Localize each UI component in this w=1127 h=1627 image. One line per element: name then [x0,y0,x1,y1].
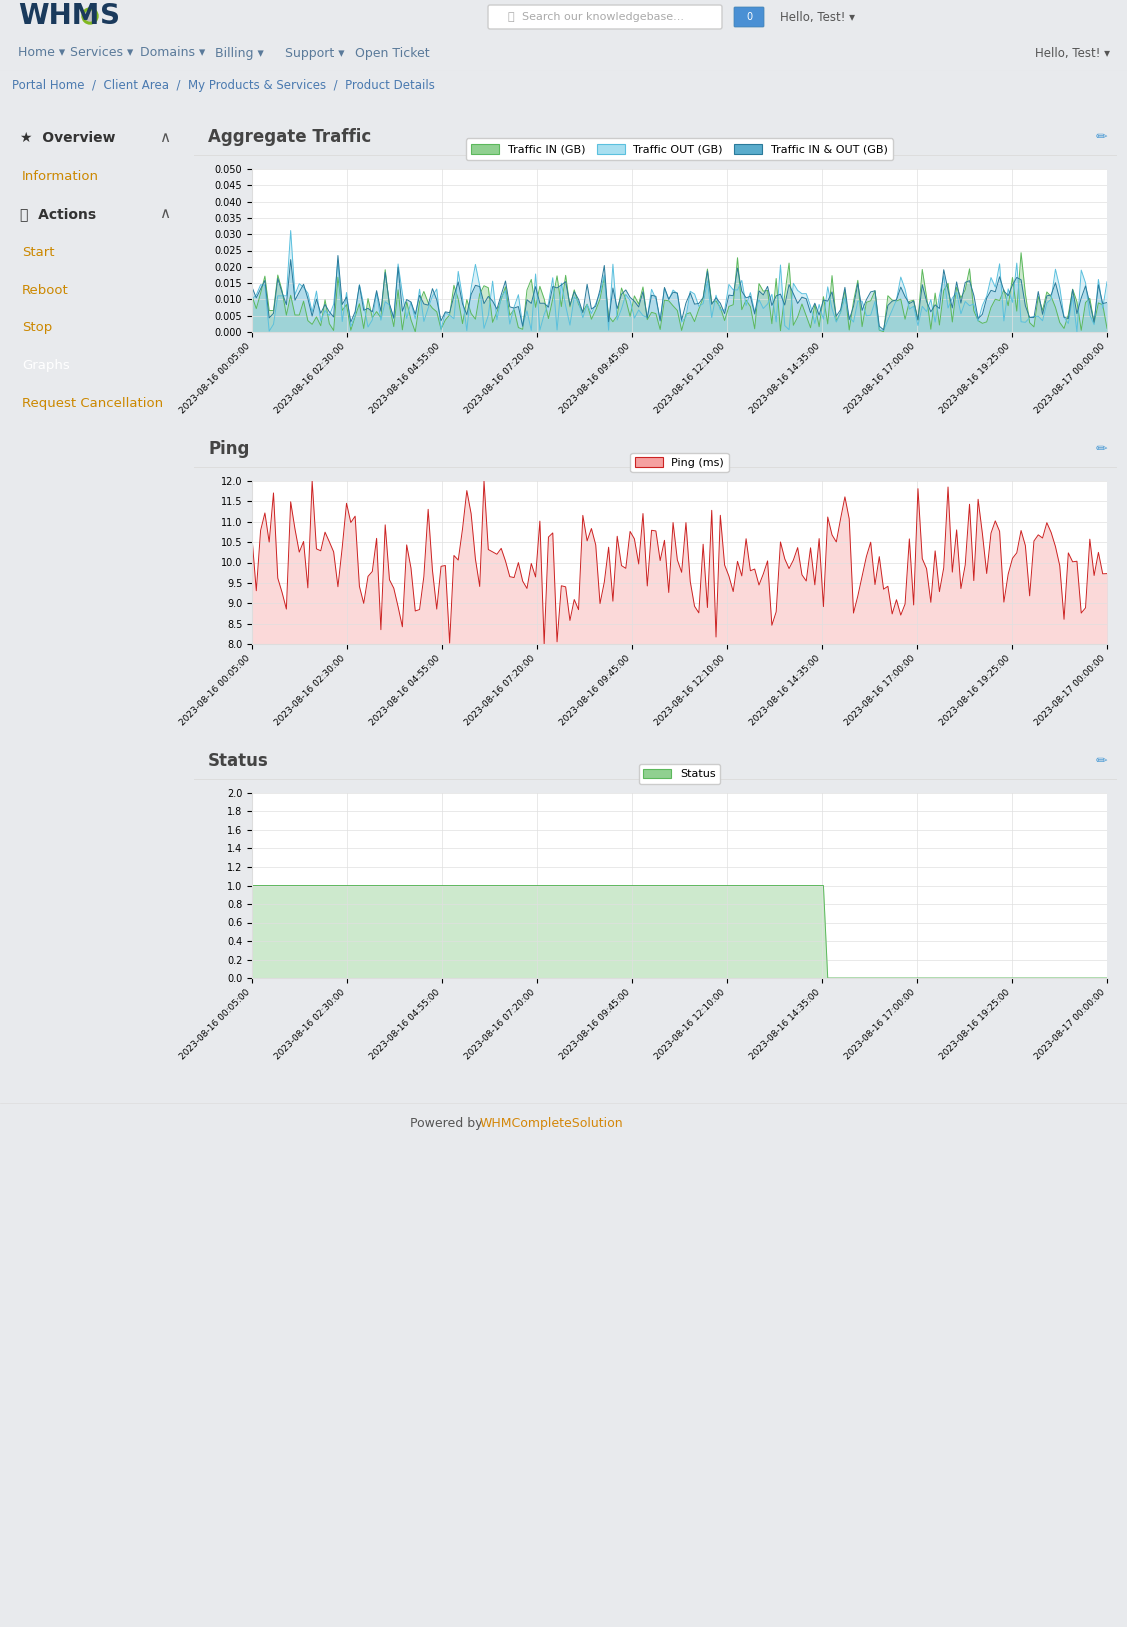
Text: Start: Start [23,246,54,259]
Text: ✏: ✏ [1095,753,1107,768]
Text: Information: Information [23,169,99,182]
Text: ∧: ∧ [159,130,170,145]
Legend: Ping (ms): Ping (ms) [630,452,729,472]
Text: ∧: ∧ [159,207,170,221]
Text: 0: 0 [746,11,752,23]
Text: WHM: WHM [18,2,99,29]
Text: Ping: Ping [208,439,249,457]
Text: Home ▾: Home ▾ [18,47,65,60]
Circle shape [85,11,95,21]
Text: Status: Status [208,752,268,770]
Legend: Status: Status [639,765,720,784]
Text: WHMCompleteSolution: WHMCompleteSolution [480,1116,623,1129]
Text: Support ▾: Support ▾ [285,47,345,60]
Text: Powered by: Powered by [410,1116,487,1129]
Text: ★  Overview: ★ Overview [20,132,115,145]
Text: Stop: Stop [23,322,52,335]
Text: S: S [100,2,119,29]
Text: ✏: ✏ [1095,130,1107,145]
Text: Graphs: Graphs [23,360,70,373]
Legend: Traffic IN (GB), Traffic OUT (GB), Traffic IN & OUT (GB): Traffic IN (GB), Traffic OUT (GB), Traff… [465,138,893,159]
Text: ✏: ✏ [1095,443,1107,456]
Text: Hello, Test! ▾: Hello, Test! ▾ [1035,47,1110,60]
Text: Domains ▾: Domains ▾ [140,47,205,60]
Text: Reboot: Reboot [23,283,69,296]
Text: Aggregate Traffic: Aggregate Traffic [208,129,371,146]
FancyBboxPatch shape [488,5,722,29]
FancyBboxPatch shape [734,7,764,28]
Text: 🔍: 🔍 [508,11,515,23]
Circle shape [82,8,98,24]
Text: Services ▾: Services ▾ [70,47,133,60]
Text: Open Ticket: Open Ticket [355,47,429,60]
Text: Request Cancellation: Request Cancellation [23,397,163,410]
Text: Search our knowledgebase...: Search our knowledgebase... [522,11,684,23]
Text: Hello, Test! ▾: Hello, Test! ▾ [780,10,855,23]
Text: Portal Home  /  Client Area  /  My Products & Services  /  Product Details: Portal Home / Client Area / My Products … [12,78,435,91]
Text: Billing ▾: Billing ▾ [215,47,264,60]
Text: 🔧  Actions: 🔧 Actions [20,207,96,221]
